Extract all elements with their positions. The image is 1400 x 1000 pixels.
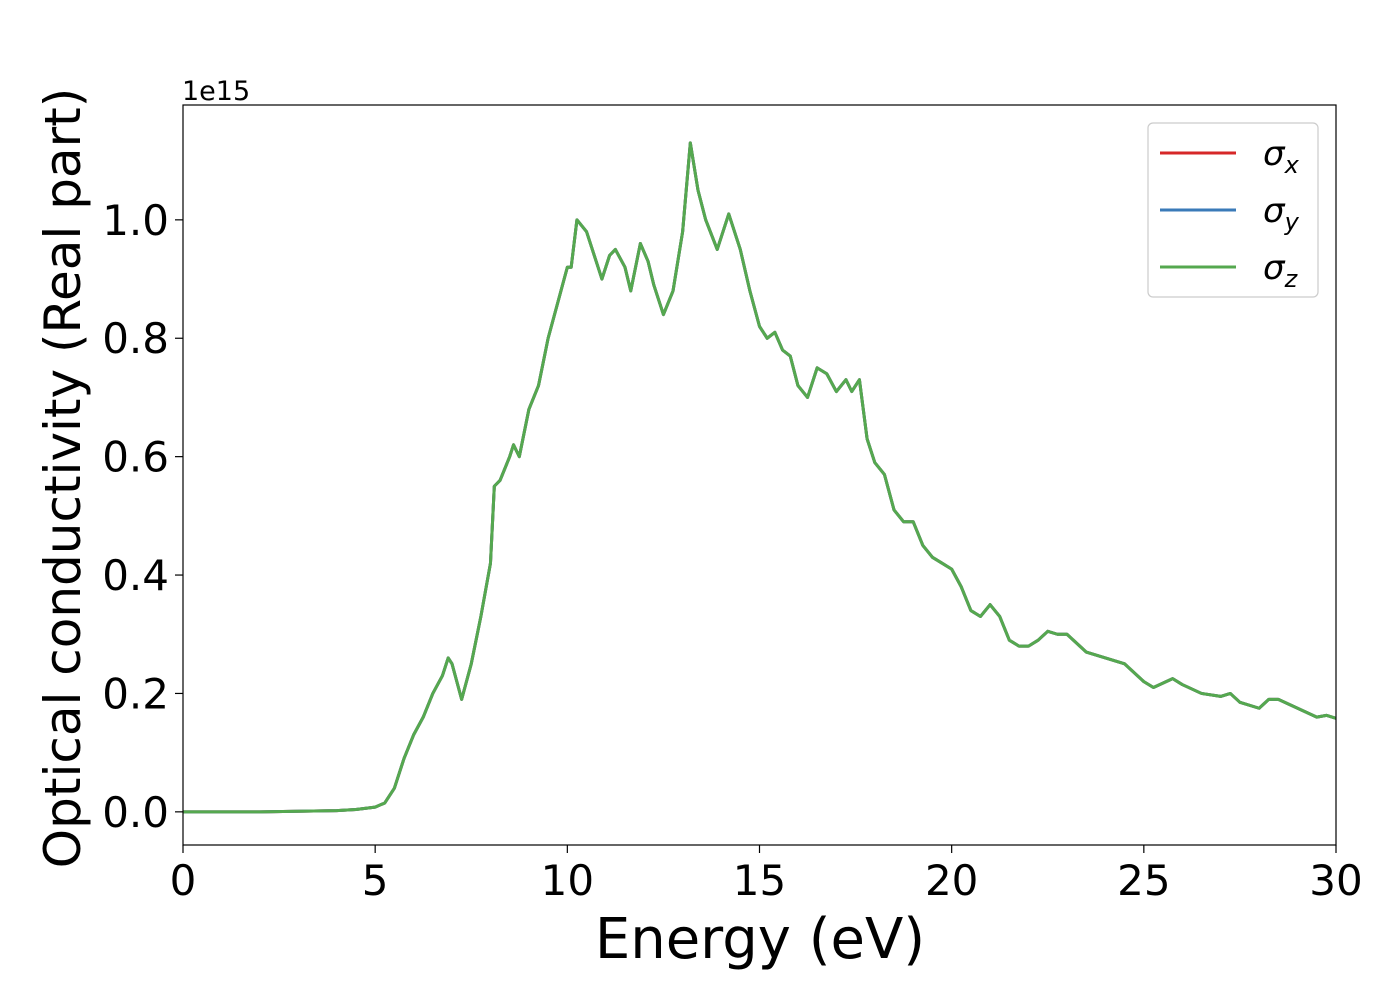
y-offset-label: 1e15 [182,76,250,107]
line-series [183,141,1336,814]
y-tick-label: 0.0 [102,788,169,837]
y-tick-label: 0.4 [102,551,169,600]
y-tick-label: 0.8 [102,314,169,363]
y-axis-label: Optical conductivity (Real part) [34,88,92,869]
legend-label: σz [1263,248,1299,293]
y-tick-label: 0.2 [102,669,169,718]
plot-frame [182,104,1337,846]
y-tick-label: 1.0 [102,196,169,245]
x-tick-label: 15 [733,856,786,905]
x-tick-label: 30 [1309,856,1362,905]
y-tick-label: 0.6 [102,433,169,482]
x-tick-label: 10 [541,856,594,905]
x-tick-label: 5 [362,856,389,905]
x-axis-label: Energy (eV) [595,907,925,972]
x-tick-label: 0 [170,856,197,905]
legend-label: σy [1263,191,1300,236]
x-tick-label: 25 [1117,856,1170,905]
legend-label: σx [1263,134,1300,179]
x-tick-label: 20 [925,856,978,905]
